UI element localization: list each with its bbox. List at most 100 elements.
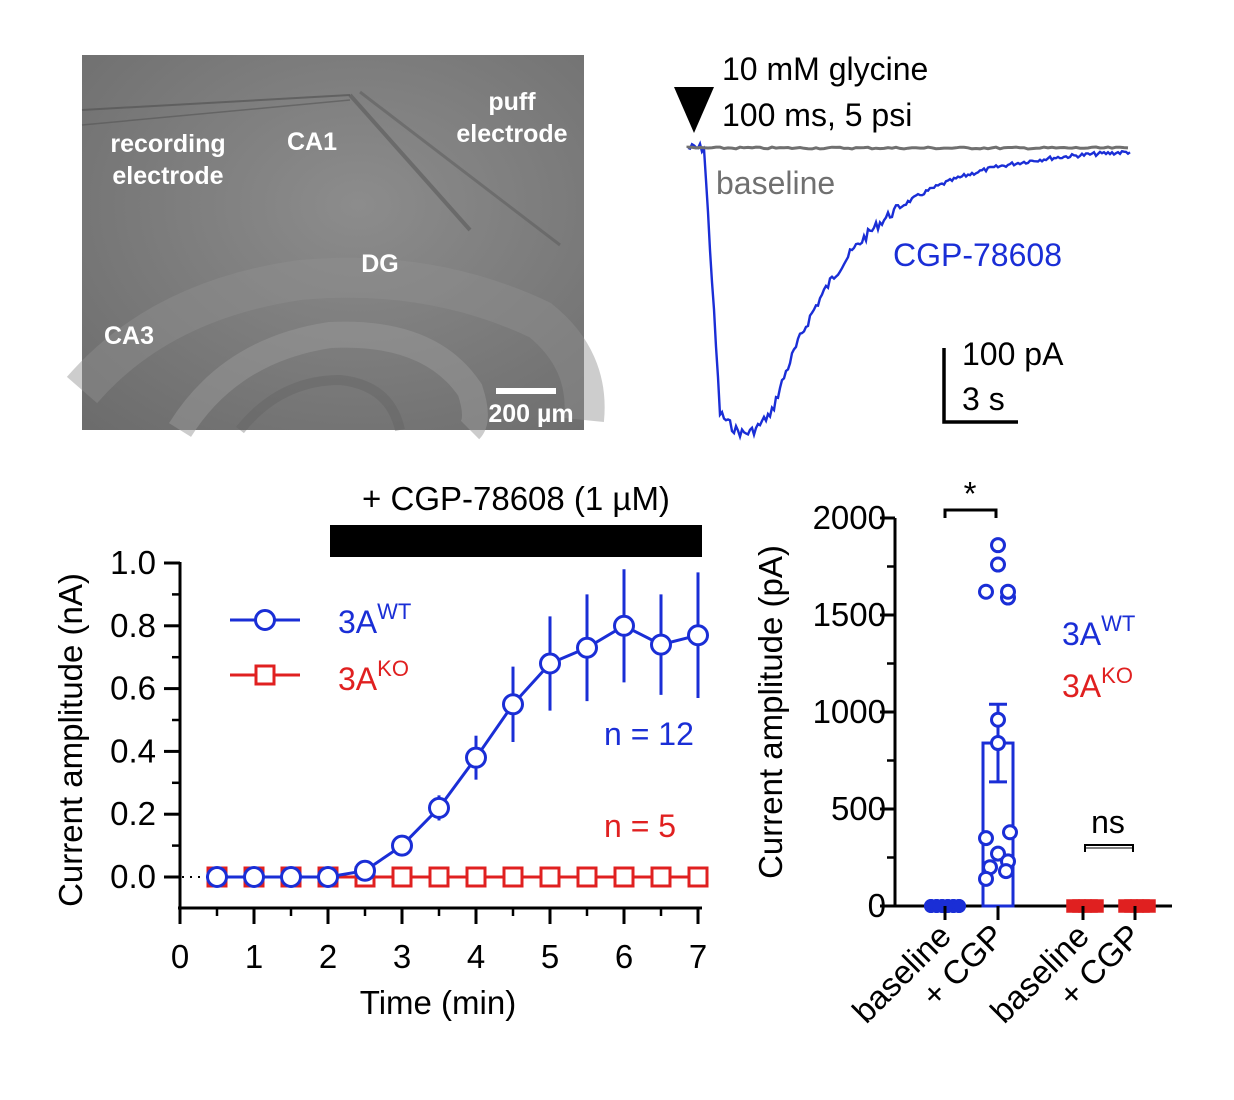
scale-label-time: 3 s [962, 381, 1005, 417]
point-ko [428, 866, 450, 888]
wt-cgp-point [978, 583, 994, 600]
x-tick-label: 0 [171, 938, 189, 975]
wt-cgp-point [978, 830, 994, 847]
point-wt [650, 633, 672, 656]
x-tick-label: 3 [393, 938, 411, 975]
wt-cgp-point [990, 845, 1006, 862]
y-tick-label: 0.2 [110, 795, 156, 832]
point-ko [502, 866, 524, 888]
x-tick-label: 5 [541, 938, 559, 975]
label-ca1: CA1 [287, 128, 337, 156]
bar-y-tick-label: 2000 [813, 499, 886, 536]
n-label-wt: n = 12 [604, 716, 694, 752]
label-puff-electrode-1: puff [488, 88, 536, 116]
treatment-bar [330, 525, 702, 557]
scale-bar [496, 388, 556, 394]
sig-label-ko: ns [1091, 804, 1125, 840]
x-tick-label: 7 [689, 938, 707, 975]
wt-cgp-point [990, 537, 1006, 554]
y-tick-label: 1.0 [110, 544, 156, 581]
point-ko [613, 866, 635, 888]
x-tick-label: 1 [245, 938, 263, 975]
recording-electrode-shadow [81, 99, 351, 126]
wt-cgp-point [990, 711, 1006, 728]
bar-y-tick-label: 1000 [813, 693, 886, 730]
point-wt [613, 614, 635, 637]
point-wt [465, 746, 487, 769]
point-wt [428, 796, 450, 819]
micrograph-panel: recording electrode CA1 puff electrode D… [66, 55, 605, 440]
y-tick-label: 0.6 [110, 670, 156, 707]
sig-bracket-wt [943, 508, 998, 518]
label-puff-electrode-2: electrode [456, 120, 567, 148]
hippocampus-band-outer [66, 257, 605, 422]
point-ko [539, 866, 561, 888]
x-tick-label: 4 [467, 938, 485, 975]
wt-cgp-point [978, 870, 994, 887]
n-label-ko: n = 5 [604, 808, 676, 844]
trace-baseline [686, 145, 1129, 151]
wt-cgp-point [1000, 583, 1016, 600]
wt-cgp-point [990, 556, 1006, 573]
point-ko [391, 866, 413, 888]
bar-y-axis-title: Current amplitude (pA) [752, 545, 789, 879]
x-tick-label: 6 [615, 938, 633, 975]
x-axis-title: Time (min) [360, 984, 516, 1021]
wt-cgp-point [990, 735, 1006, 752]
y-tick-label: 0.0 [110, 858, 156, 895]
y-tick-label: 0.8 [110, 607, 156, 644]
hippocampus-band-inner [168, 321, 488, 440]
trace-panel: 10 mM glycine 100 ms, 5 psi baseline CGP… [674, 51, 1131, 441]
timecourse-chart: + CGP-78608 (1 µM) 0.0 0.2 0.4 0.6 0.8 1.0 0 1… [52, 480, 709, 1021]
scale-label-current: 100 pA [962, 336, 1064, 372]
point-wt [206, 866, 228, 888]
label-recording-electrode-2: electrode [112, 162, 223, 190]
wt-cgp-point [998, 863, 1014, 880]
wt-baseline-point [952, 899, 966, 913]
point-wt [539, 652, 561, 675]
y-axis-title: Current amplitude (nA) [52, 573, 89, 907]
point-wt [243, 866, 265, 888]
label-ca3: CA3 [104, 322, 154, 350]
point-ko [576, 866, 598, 888]
label-recording-electrode-1: recording [110, 130, 225, 158]
trace-cgp [686, 140, 1131, 441]
stimulus-label-line2: 100 ms, 5 psi [722, 97, 912, 133]
ko-cgp-point [1142, 899, 1156, 913]
bar-y-tick-label: 500 [831, 790, 886, 827]
ko-baseline-point [1090, 899, 1104, 913]
point-ko [650, 866, 672, 888]
label-baseline: baseline [716, 165, 835, 201]
stimulus-arrow-icon [674, 87, 714, 133]
point-ko [465, 866, 487, 888]
point-wt [576, 636, 598, 659]
trace-scale-bar [942, 348, 1018, 424]
legend-marker-wt [254, 609, 276, 631]
hippocampus-dg-layer [236, 374, 405, 434]
point-wt [502, 693, 524, 716]
point-ko [687, 866, 709, 888]
y-tick-label: 0.4 [110, 732, 156, 769]
recording-electrode [81, 94, 351, 111]
puff-electrode-shadow [359, 90, 561, 247]
point-wt [354, 859, 376, 882]
point-wt [391, 834, 413, 857]
bar-y-tick-label: 1500 [813, 596, 886, 633]
treatment-label: + CGP-78608 (1 µM) [362, 480, 670, 517]
timecourse-legend: 3AWT 3AKO [230, 599, 411, 697]
puff-electrode [348, 93, 472, 232]
point-wt [687, 624, 709, 647]
legend-marker-ko [254, 664, 276, 686]
stimulus-label-line1: 10 mM glycine [722, 51, 928, 87]
legend-label-ko: 3AKO [338, 656, 409, 697]
bar-y-tick-label: 0 [868, 887, 886, 924]
wt-cgp-point [1002, 824, 1018, 841]
sig-label-wt: * [964, 475, 977, 512]
label-cgp-78608: CGP-78608 [893, 237, 1062, 273]
x-tick-label: 2 [319, 938, 337, 975]
point-wt [317, 866, 339, 888]
point-wt [280, 866, 302, 888]
bar-legend-wt: 3AWT [1062, 611, 1135, 652]
